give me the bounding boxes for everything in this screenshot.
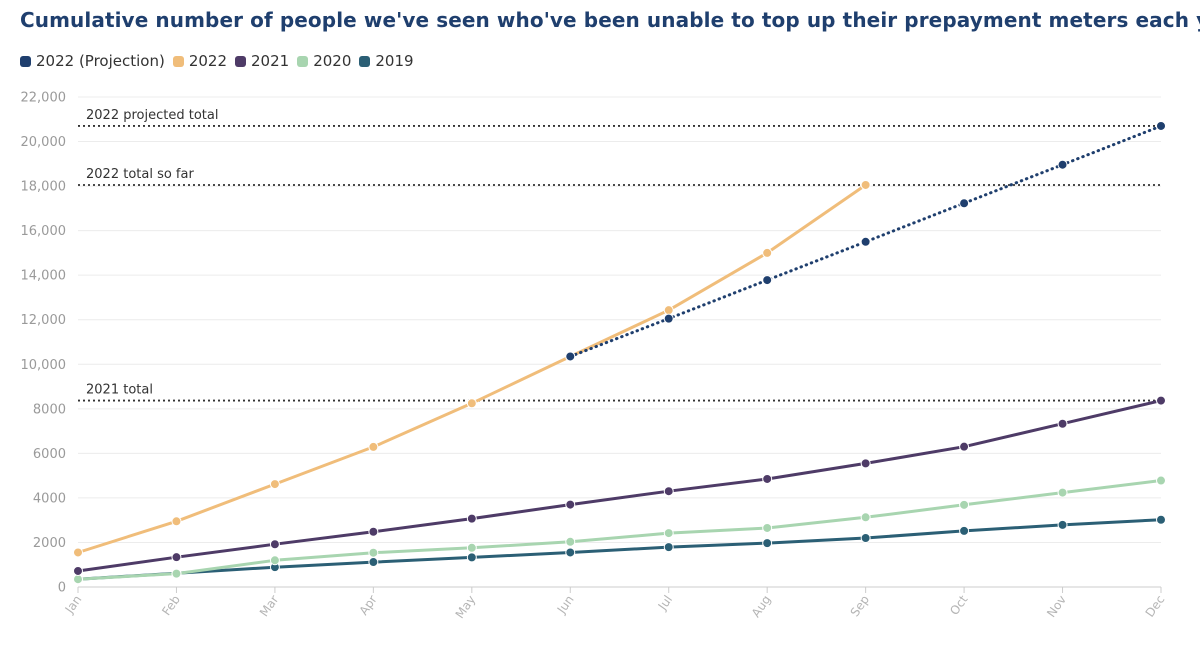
data-point-2022-projection-oct: [959, 198, 970, 209]
data-point-2021-mar: [269, 539, 280, 550]
data-point-2022-mar: [269, 479, 280, 490]
data-point-2020-jul: [663, 528, 674, 539]
data-point-2021-jan: [73, 565, 83, 576]
x-tick-label-aug: Aug: [749, 593, 774, 620]
data-point-2019-aug: [762, 538, 773, 549]
x-tick-label-jan: Jan: [62, 593, 85, 617]
legend-swatch-2021: [235, 55, 247, 67]
data-point-2020-jan: [73, 574, 83, 585]
data-point-2019-apr: [368, 557, 379, 568]
y-tick-label-8000: 8000: [33, 402, 66, 417]
y-tick-label-16000: 16,000: [21, 224, 67, 239]
reference-label-2021-total: 2021 total: [86, 383, 153, 398]
y-tick-label-0: 0: [58, 581, 66, 596]
data-point-2021-apr: [368, 526, 379, 537]
x-tick-label-nov: Nov: [1044, 593, 1069, 620]
data-point-2021-sep: [860, 458, 871, 469]
data-point-2022-jul: [663, 305, 674, 316]
data-point-2019-nov: [1057, 519, 1068, 530]
legend-swatch-2019: [359, 55, 371, 67]
data-point-2020-may: [466, 542, 477, 553]
data-point-2021-feb: [171, 552, 182, 563]
x-tick-label-oct: Oct: [947, 592, 971, 617]
legend-item-2021[interactable]: 2021: [235, 52, 289, 70]
y-tick-label-20000: 20,000: [21, 135, 67, 150]
data-point-2019-dec: [1156, 514, 1166, 525]
data-point-2021-jul: [663, 486, 674, 497]
y-tick-label-12000: 12,000: [21, 313, 67, 328]
legend-label-2021: 2021: [251, 52, 290, 70]
y-tick-label-4000: 4000: [33, 491, 66, 506]
legend-swatch-2020: [297, 55, 309, 67]
data-point-2022-aug: [762, 247, 773, 258]
data-point-2022-projection-jun: [565, 351, 576, 362]
data-point-2022-feb: [171, 516, 182, 527]
y-tick-label-18000: 18,000: [21, 180, 67, 195]
legend-label-2022: 2022: [188, 52, 228, 70]
series-line-2021: [76, 399, 1163, 573]
data-point-2020-apr: [368, 547, 379, 558]
legend-item-2019[interactable]: 2019: [359, 52, 414, 70]
data-point-2021-aug: [762, 473, 773, 484]
x-tick-label-feb: Feb: [159, 593, 183, 618]
data-point-2021-dec: [1156, 395, 1166, 406]
x-tick-label-mar: Mar: [257, 593, 281, 620]
data-point-2020-jun: [565, 536, 576, 547]
data-point-2020-sep: [860, 512, 871, 523]
data-point-2019-jul: [663, 542, 674, 553]
data-point-2020-dec: [1156, 475, 1166, 486]
y-tick-label-10000: 10,000: [21, 358, 67, 373]
chart-legend: 2022 (Projection) 2022 2021 2020 2019: [20, 52, 422, 70]
data-point-2020-oct: [959, 499, 970, 510]
data-point-2019-may: [466, 552, 477, 563]
data-point-2019-oct: [959, 525, 970, 536]
x-tick-label-dec: Dec: [1143, 593, 1168, 620]
data-point-2019-sep: [860, 533, 871, 543]
data-point-2022-projection-aug: [762, 275, 773, 286]
data-point-2020-mar: [269, 555, 280, 566]
data-point-2022-sep: [860, 179, 871, 190]
data-point-2022-projection-sep: [860, 236, 871, 247]
reference-label-2022-projected-total: 2022 projected total: [86, 108, 218, 123]
data-point-2021-may: [466, 513, 477, 524]
data-point-2022-projection-dec: [1156, 120, 1166, 131]
reference-label-2022-total-so-far: 2022 total so far: [86, 167, 194, 182]
data-point-2021-jun: [565, 499, 576, 510]
y-tick-label-6000: 6000: [33, 447, 66, 462]
x-tick-label-may: May: [453, 593, 479, 621]
data-point-2022-projection-nov: [1057, 159, 1068, 170]
legend-item-2022-projection[interactable]: 2022 (Projection): [20, 52, 165, 70]
x-tick-label-sep: Sep: [848, 593, 872, 620]
x-tick-label-jun: Jun: [554, 593, 577, 617]
x-tick-label-jul: Jul: [655, 593, 675, 614]
data-point-2022-projection-jul: [663, 313, 674, 324]
legend-swatch-2022-projection: [20, 55, 31, 67]
series-line-2020: [76, 479, 1163, 581]
legend-label-2019: 2019: [375, 52, 414, 70]
series-line-2019: [76, 518, 1163, 581]
data-point-2021-nov: [1057, 418, 1068, 429]
data-point-2022-may: [466, 398, 477, 409]
legend-label-2020: 2020: [313, 52, 352, 70]
y-tick-label-22000: 22,000: [21, 91, 67, 106]
data-point-2020-feb: [171, 568, 182, 579]
legend-swatch-2022: [172, 55, 184, 67]
data-point-2020-nov: [1057, 487, 1068, 498]
y-tick-label-2000: 2000: [33, 536, 66, 551]
data-point-2021-oct: [959, 441, 970, 452]
x-tick-label-apr: Apr: [356, 593, 379, 618]
y-tick-label-14000: 14,000: [21, 269, 67, 284]
data-point-2020-aug: [762, 522, 773, 533]
data-point-2019-jun: [565, 547, 576, 558]
legend-item-2022[interactable]: 2022: [172, 52, 228, 70]
series-line-2022: [76, 183, 868, 554]
legend-label-2022-projection: 2022 (Projection): [36, 52, 165, 70]
legend-item-2020[interactable]: 2020: [297, 52, 351, 70]
chart-title: Cumulative number of people we've seen w…: [20, 8, 1200, 32]
data-point-2022-jan: [73, 547, 83, 558]
data-point-2022-apr: [368, 441, 379, 452]
